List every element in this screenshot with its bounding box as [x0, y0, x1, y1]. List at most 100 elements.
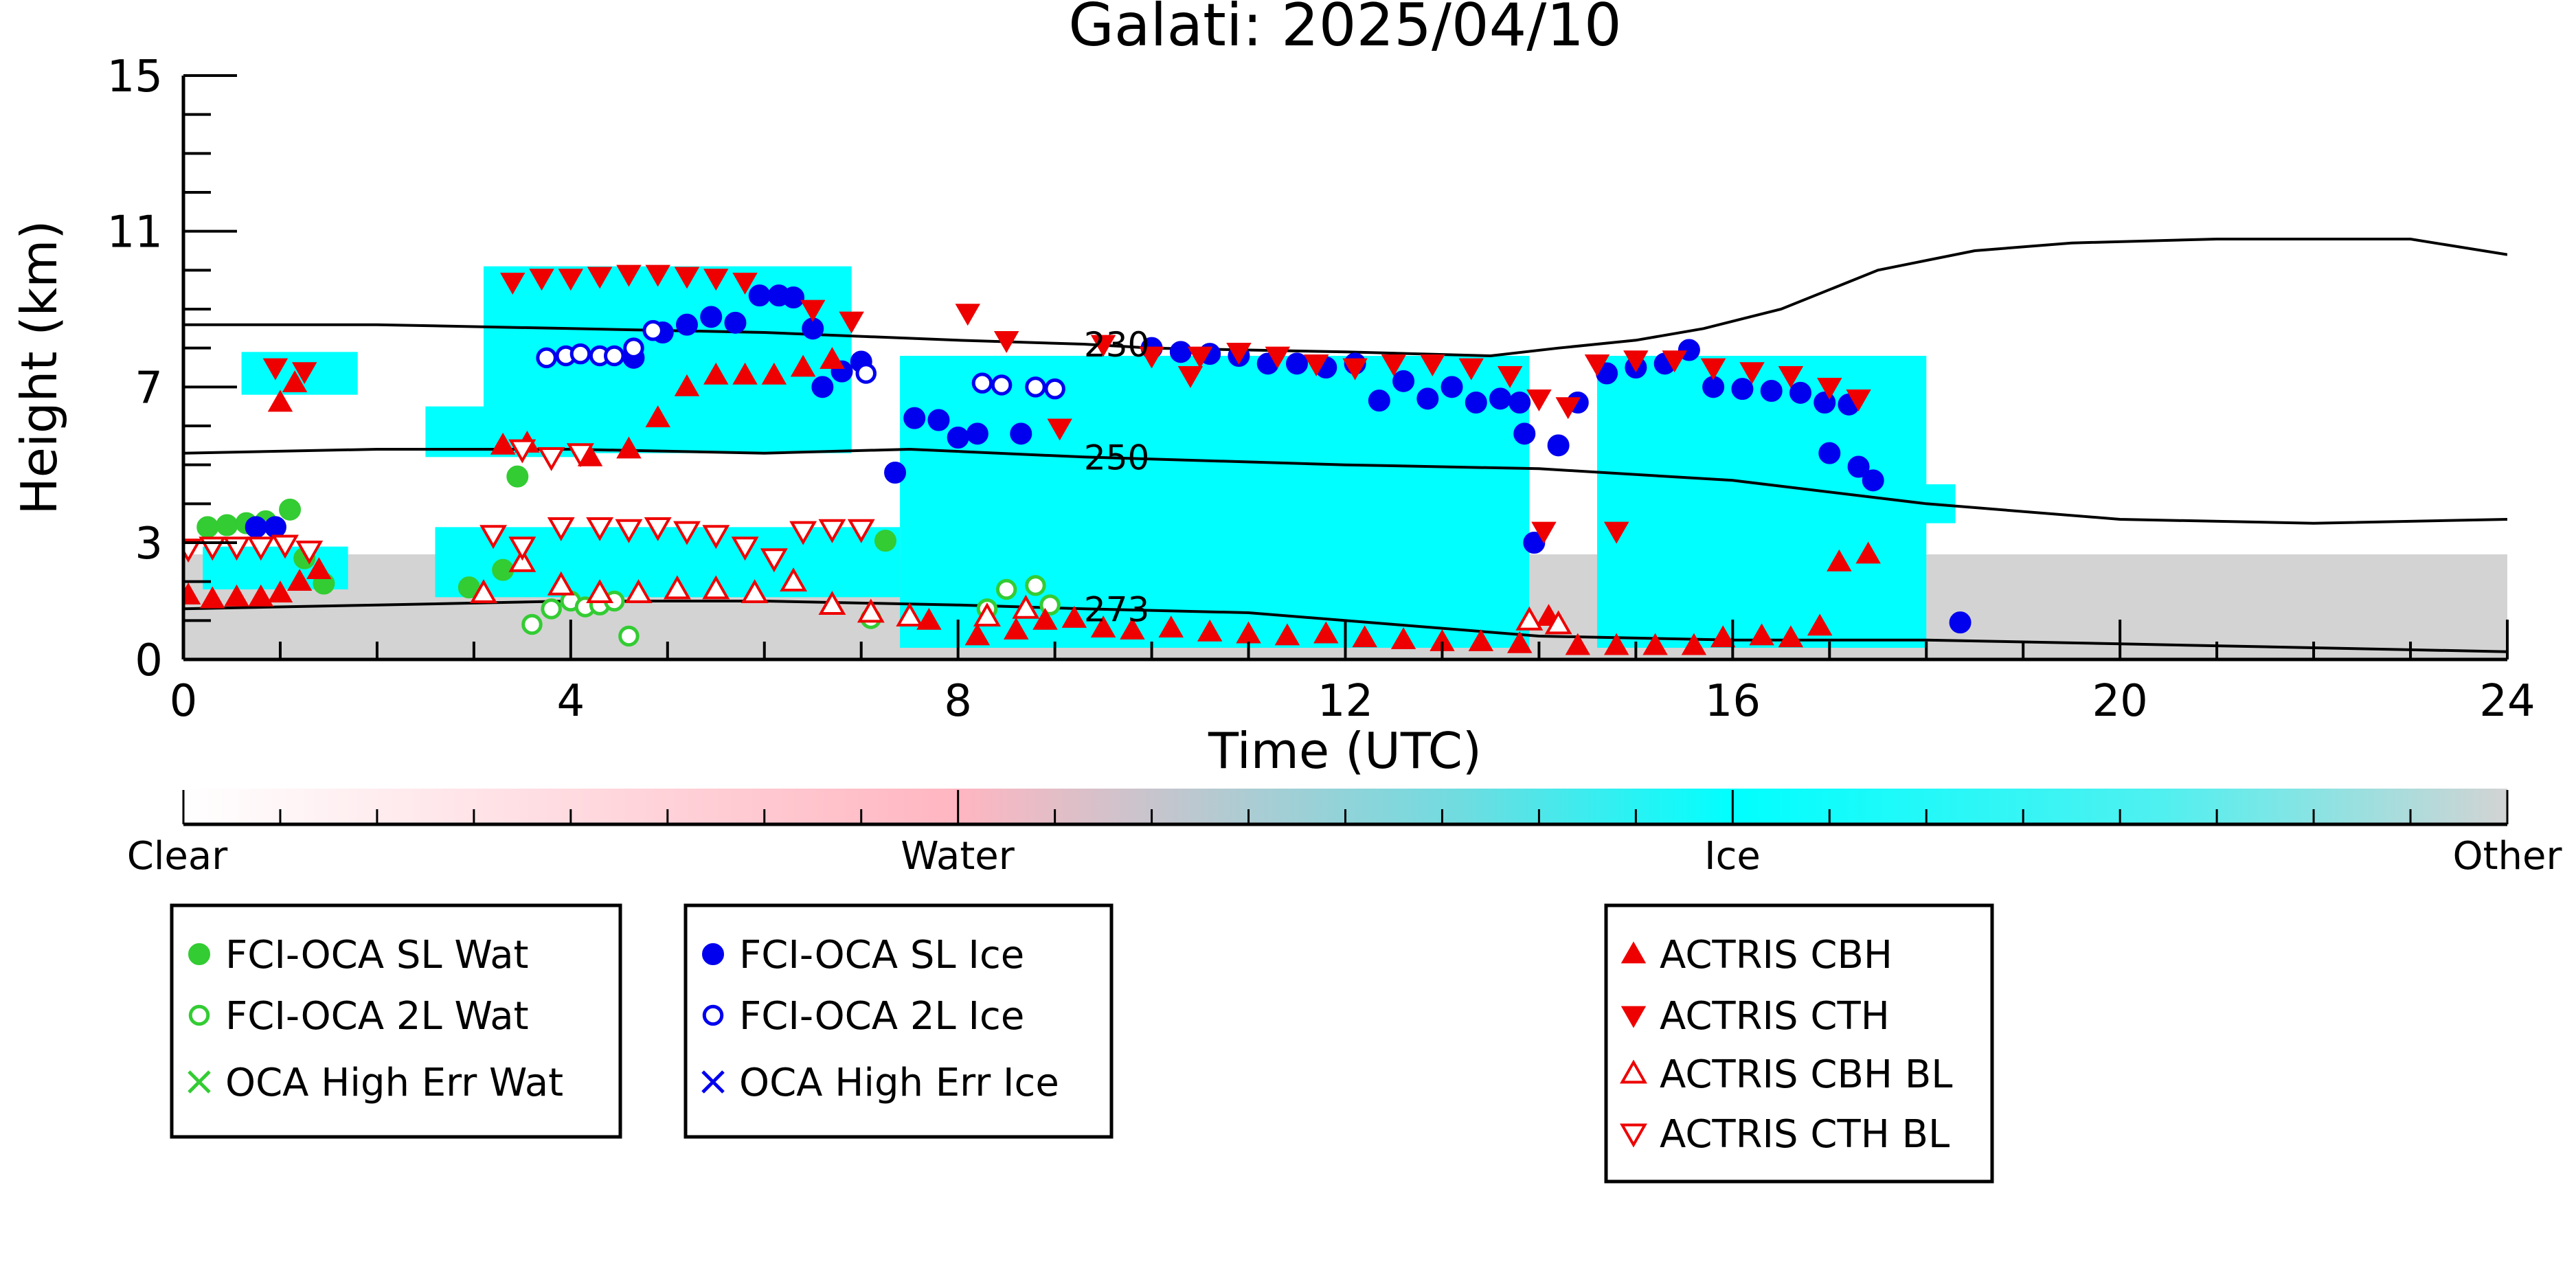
point-actris-cth [1187, 346, 1213, 369]
legend-label-actris-cbh-bl: ACTRIS CBH BL [1660, 1052, 1952, 1097]
y-tick-label: 3 [135, 519, 163, 569]
point-actris-cbh [1855, 541, 1881, 564]
point-actris-cbh [1274, 623, 1300, 646]
legend-entries: FCI-OCA SL Wat FCI-OCA 2L Wat OCA High Err… [188, 933, 1952, 1157]
point-fci-oca-sl-ice [811, 376, 834, 398]
point-fci-oca-sl-ice [1523, 532, 1546, 554]
y-tick-label: 11 [107, 207, 163, 258]
point-fci-oca-sl-wat [506, 465, 529, 488]
point-fci-oca-2l-ice [604, 345, 625, 367]
point-fci-oca-sl-ice [1731, 378, 1754, 400]
legend-label-actris-cbh: ACTRIS CBH [1660, 933, 1893, 978]
point-fci-oca-2l-ice [991, 374, 1013, 396]
point-fci-oca-sl-ice [1465, 392, 1487, 414]
legend-label-fci-oca-sl-wat: FCI-OCA SL Wat [225, 933, 529, 978]
point-actris-cth [1846, 389, 1871, 411]
point-fci-oca-sl-ice [927, 409, 950, 431]
point-actris-cbh-bl [663, 575, 691, 600]
legend-marker-fci-oca-2l-ice [702, 1004, 724, 1026]
legend-label-fci-oca-sl-ice: FCI-OCA SL Ice [739, 933, 1024, 978]
colorbar-label-water: Water [901, 834, 1015, 879]
legend-label-oca-high-err-ice: OCA High Err Ice [739, 1061, 1059, 1105]
x-tick-label: 24 [2479, 676, 2535, 727]
point-actris-cbh [1120, 617, 1145, 640]
point-fci-oca-sl-ice [700, 306, 723, 328]
point-actris-cth [800, 300, 826, 322]
point-actris-cth-bl [615, 519, 643, 543]
data-markers [183, 264, 1971, 655]
chart-title: Galati: 2025/04/10 [1068, 0, 1622, 60]
point-actris-cth [1531, 521, 1557, 544]
point-actris-cth [1662, 350, 1687, 373]
point-fci-oca-sl-wat [196, 516, 219, 539]
point-fci-oca-sl-ice [1392, 370, 1415, 392]
point-actris-cth [1090, 335, 1116, 357]
point-fci-oca-sl-ice [675, 313, 698, 336]
point-actris-cbh-bl [780, 567, 807, 592]
point-actris-cbh [1778, 625, 1804, 648]
point-actris-cbh [1352, 625, 1377, 648]
point-actris-cbh-bl [508, 547, 536, 572]
point-fci-oca-sl-ice [1789, 381, 1812, 404]
point-fci-oca-sl-ice [1513, 422, 1536, 445]
point-actris-cbh [1827, 549, 1852, 572]
point-fci-oca-2l-ice [642, 319, 664, 341]
point-fci-oca-2l-ice [1044, 378, 1065, 400]
point-actris-cth [1177, 365, 1204, 388]
point-fci-oca-2l-wat [1025, 575, 1046, 596]
legend-marker-oca-high-err-ice [701, 1070, 725, 1094]
point-fci-oca-sl-wat [874, 530, 896, 552]
point-actris-cbh [1507, 631, 1533, 653]
point-fci-oca-sl-ice [724, 311, 747, 334]
point-actris-cbh [645, 405, 670, 428]
point-actris-cth-bl [847, 519, 875, 543]
point-actris-cbh [732, 362, 758, 385]
point-fci-oca-sl-ice [1368, 389, 1390, 412]
point-actris-cbh [267, 580, 293, 603]
point-fci-oca-sl-ice [1489, 387, 1512, 410]
point-fci-oca-sl-ice [782, 286, 805, 308]
legend-marker-fci-oca-sl-ice [702, 943, 724, 965]
colorbar-label-ice: Ice [1704, 834, 1761, 879]
point-actris-cbh [1603, 633, 1629, 655]
legends: FCI-OCA SL Wat FCI-OCA 2L Wat OCA High Err… [170, 903, 1994, 1184]
point-actris-cth [1700, 358, 1726, 381]
point-actris-cbh [703, 362, 729, 385]
x-tick-label: 16 [1705, 676, 1761, 727]
point-actris-cbh [1061, 605, 1087, 628]
point-actris-cbh [1197, 619, 1223, 642]
point-actris-cbh [1749, 623, 1774, 646]
point-actris-cbh [964, 623, 991, 646]
point-actris-cbh [1158, 615, 1184, 638]
point-actris-cth [1555, 397, 1581, 420]
point-fci-oca-sl-wat [216, 514, 238, 536]
point-actris-cbh [200, 586, 225, 609]
point-actris-cth [703, 269, 729, 291]
series-actris-cth [262, 264, 1871, 544]
point-actris-cbh [916, 607, 942, 630]
point-fci-oca-2l-wat [521, 613, 543, 635]
point-actris-cth [1139, 346, 1164, 369]
legend-marker-actris-cth [1620, 1006, 1647, 1028]
point-actris-cth [558, 269, 584, 291]
point-fci-oca-sl-wat [279, 498, 302, 521]
isotherm-label-230: 230 [1084, 325, 1149, 365]
x-tick-label: 4 [556, 676, 585, 727]
point-actris-cbh [1090, 615, 1116, 638]
point-actris-cth [1381, 354, 1407, 376]
point-fci-oca-sl-ice [1010, 422, 1032, 445]
point-actris-cth [674, 267, 700, 289]
point-actris-cth [1584, 354, 1610, 376]
colorbar-label-clear: Clear [127, 834, 228, 879]
legend-label-oca-high-err-wat: OCA High Err Wat [225, 1061, 563, 1105]
point-actris-cbh [1807, 613, 1833, 636]
point-fci-oca-sl-ice [1547, 434, 1570, 457]
point-actris-cth [1603, 521, 1629, 544]
x-tick-label: 8 [944, 676, 972, 727]
point-actris-cth [1265, 346, 1291, 369]
point-actris-cbh [282, 370, 308, 393]
point-actris-cth [993, 330, 1019, 353]
point-actris-cbh-bl [973, 602, 1001, 627]
y-tick-label: 15 [107, 52, 163, 102]
